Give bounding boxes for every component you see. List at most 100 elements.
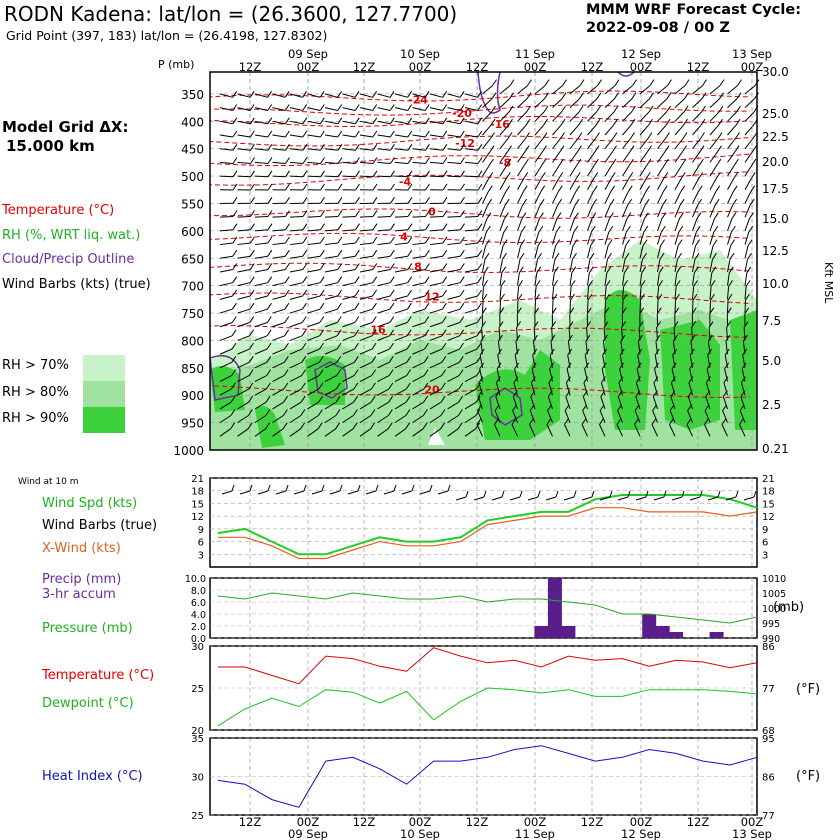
wind-barb-feather — [337, 223, 343, 230]
wind-barb-feather — [549, 348, 555, 356]
wind-barb — [692, 178, 700, 191]
wind-barb — [639, 286, 642, 300]
wind-barb-feather — [605, 293, 610, 301]
wind-barb — [604, 124, 614, 136]
wind-barb — [272, 361, 285, 369]
wind-barb — [272, 161, 286, 164]
wind-barb-feather — [389, 276, 395, 283]
wind-barb — [534, 124, 544, 136]
wind-barb-feather — [602, 348, 608, 356]
wind-barb — [429, 401, 442, 410]
wind-barb-feather — [579, 79, 585, 86]
wind-barb-feather — [477, 263, 483, 270]
y-axis-label-left: P (mb) — [158, 58, 194, 71]
wind-barb-feather — [529, 404, 535, 411]
wind-barb-feather — [477, 104, 483, 111]
wind-barb-feather — [752, 145, 757, 152]
legend-rh90: RH > 90% — [2, 411, 69, 426]
wind-barb-feather — [353, 369, 359, 376]
wind-barb-feather — [663, 158, 669, 166]
wind-barb-feather — [371, 369, 377, 376]
wind-tick-label-right: 9 — [762, 525, 768, 536]
wind-barb — [394, 308, 408, 314]
pressure-tick-label: 800 — [181, 334, 204, 348]
wind-barb — [534, 231, 540, 245]
wind-barb-feather — [336, 369, 342, 376]
wind-barb-feather — [477, 157, 483, 164]
wind-barb-feather — [319, 91, 325, 98]
wind-barb — [569, 259, 573, 273]
wind-barb — [307, 282, 321, 287]
date-label-bottom: 10 Sep — [400, 827, 440, 840]
wind-barb — [272, 229, 286, 232]
wind-barb — [724, 368, 728, 382]
wind-barb — [674, 191, 682, 204]
surface-wind-barb — [707, 496, 719, 501]
heat-tick-label-right: 95 — [762, 734, 775, 745]
wind-barb — [219, 388, 232, 396]
wind-barb — [587, 245, 592, 259]
wind-barb — [587, 272, 590, 286]
wind-barb-feather — [748, 212, 754, 219]
wind-barb — [429, 216, 444, 218]
y-axis-label-right: Kft MSL — [822, 262, 835, 304]
wind-barb — [219, 322, 233, 328]
wind-barb-feather — [267, 144, 273, 151]
wind-barb-feather — [603, 321, 609, 328]
wind-barb — [219, 134, 233, 138]
wind-barb — [429, 295, 443, 300]
wind-barb-feather — [543, 118, 548, 126]
wind-barb-feather — [425, 183, 430, 191]
wind-barb — [289, 107, 303, 111]
wind-barb-feather — [662, 185, 668, 193]
wind-barb — [569, 111, 580, 122]
wind-barb — [342, 428, 354, 437]
wind-barb-feather — [590, 239, 596, 246]
wind-barb-feather — [586, 307, 592, 314]
wind-barb-feather — [354, 289, 360, 297]
wind-barb-feather — [616, 418, 622, 425]
wind-barb-feather — [267, 183, 273, 191]
wind-barb-feather — [573, 225, 579, 233]
legend-wind-barbs: Wind Barbs (kts) (true) — [2, 277, 151, 292]
wind-barb — [359, 242, 373, 246]
date-label-bottom: 09 Sep — [288, 827, 328, 840]
wind-barb — [639, 205, 646, 218]
wind-barb — [517, 178, 525, 191]
wind-barb — [604, 245, 609, 259]
wind-barb-feather — [684, 79, 690, 86]
height-tick-label: 15.0 — [762, 212, 789, 226]
wind-barb — [569, 286, 572, 300]
wind-barb-feather — [231, 342, 237, 350]
wind-barb-feather — [477, 249, 483, 257]
wind-barb-feather — [441, 356, 447, 363]
wind-barb-feather — [718, 105, 724, 113]
wind-barb-feather — [372, 104, 378, 111]
wind-barb-feather — [641, 266, 647, 274]
wind-barb — [272, 348, 285, 355]
wind-barb — [219, 375, 232, 382]
wind-barb — [482, 138, 491, 150]
wind-barb — [289, 335, 303, 341]
wind-barb-feather — [335, 395, 341, 403]
wind-barb-feather — [425, 197, 430, 204]
wind-barb-feather — [734, 145, 740, 152]
wind-barb — [377, 282, 391, 287]
wind-barb-feather — [571, 266, 577, 274]
wind-barb-feather — [525, 118, 531, 126]
wind-barb — [622, 286, 625, 300]
wind-barb-feather — [698, 158, 704, 166]
wind-barb — [727, 98, 738, 108]
wind-barb-feather — [490, 132, 495, 139]
wind-barb-feather — [532, 348, 538, 356]
wind-barb-feather — [678, 225, 684, 233]
wind-barb-feather — [537, 252, 542, 260]
wind-barb — [359, 216, 374, 218]
wind-barb-feather — [584, 348, 590, 356]
wind-barb — [324, 134, 338, 138]
wind-barb — [394, 242, 408, 246]
wind-barb — [583, 382, 588, 396]
wind-barb-feather — [301, 342, 307, 350]
wind-barb-feather — [671, 362, 677, 370]
date-label-bottom: 11 Sep — [515, 827, 555, 840]
